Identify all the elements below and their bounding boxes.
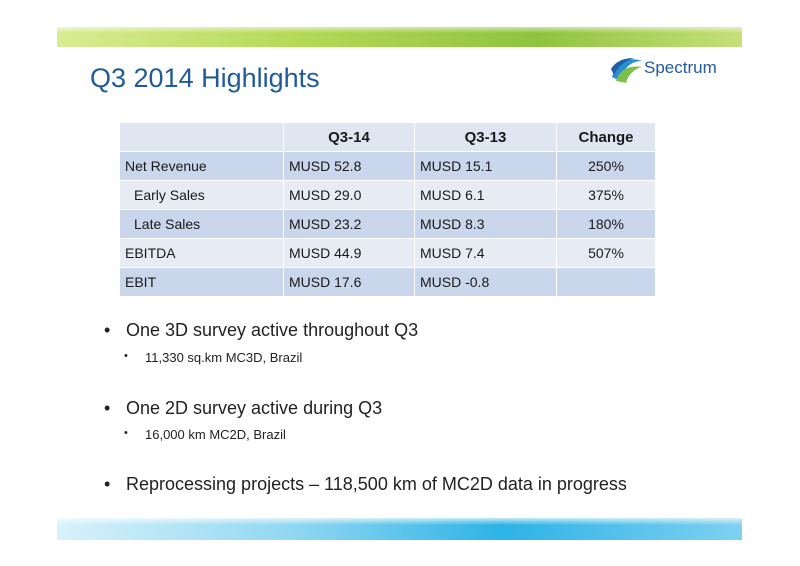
highlights-table: Q3-14 Q3-13 Change Net Revenue MUSD 52.8… xyxy=(119,122,656,297)
bottom-decorative-band xyxy=(57,518,742,540)
bullet-text: One 3D survey active throughout Q3 xyxy=(126,320,419,340)
table-row: EBITDA MUSD 44.9 MUSD 7.4 507% xyxy=(119,238,656,268)
sub-bullet-dot: • xyxy=(124,350,128,362)
table-row: Late Sales MUSD 23.2 MUSD 8.3 180% xyxy=(119,209,656,239)
bullet-dot: • xyxy=(104,398,111,418)
cell-q3-13: MUSD 15.1 xyxy=(414,151,557,181)
cell-q3-14: MUSD 52.8 xyxy=(283,151,415,181)
header-cell: Q3-13 xyxy=(414,122,557,152)
sub-bullet-text: 16,000 km MC2D, Brazil xyxy=(145,427,286,442)
sub-bullet-text: 11,330 sq.km MC3D, Brazil xyxy=(145,350,303,365)
cell-change: 180% xyxy=(556,209,656,239)
sub-bullet-dot: • xyxy=(124,427,128,439)
spectrum-swoosh-icon xyxy=(611,58,642,83)
page-title: Q3 2014 Highlights xyxy=(90,63,320,93)
cell-q3-14: MUSD 29.0 xyxy=(283,180,415,210)
row-label: Early Sales xyxy=(119,180,284,210)
header-cell: Change xyxy=(556,122,656,152)
cell-change: 250% xyxy=(556,151,656,181)
cell-change xyxy=(556,267,656,297)
cell-q3-13: MUSD -0.8 xyxy=(414,267,557,297)
row-label: Late Sales xyxy=(119,209,284,239)
row-label: Net Revenue xyxy=(119,151,284,181)
cell-q3-14: MUSD 23.2 xyxy=(283,209,415,239)
bullet-dot: • xyxy=(104,320,111,340)
cell-q3-13: MUSD 7.4 xyxy=(414,238,557,268)
cell-q3-14: MUSD 17.6 xyxy=(283,267,415,297)
cell-q3-13: MUSD 8.3 xyxy=(414,209,557,239)
row-label: EBIT xyxy=(119,267,284,297)
cell-q3-14: MUSD 44.9 xyxy=(283,238,415,268)
header-cell xyxy=(119,122,284,152)
header-cell: Q3-14 xyxy=(283,122,415,152)
table-row: Net Revenue MUSD 52.8 MUSD 15.1 250% xyxy=(119,151,656,181)
spectrum-logo: Spectrum xyxy=(610,55,730,85)
cell-change: 375% xyxy=(556,180,656,210)
table-row: Early Sales MUSD 29.0 MUSD 6.1 375% xyxy=(119,180,656,210)
bullet-text: Reprocessing projects – 118,500 km of MC… xyxy=(126,474,627,494)
bullet-dot: • xyxy=(104,474,111,494)
top-decorative-band xyxy=(57,27,742,47)
table-row: EBIT MUSD 17.6 MUSD -0.8 xyxy=(119,267,656,297)
logo-text: Spectrum xyxy=(644,58,717,77)
row-label: EBITDA xyxy=(119,238,284,268)
bullet-text: One 2D survey active during Q3 xyxy=(126,398,383,418)
table-header-row: Q3-14 Q3-13 Change xyxy=(119,122,656,152)
cell-change: 507% xyxy=(556,238,656,268)
cell-q3-13: MUSD 6.1 xyxy=(414,180,557,210)
